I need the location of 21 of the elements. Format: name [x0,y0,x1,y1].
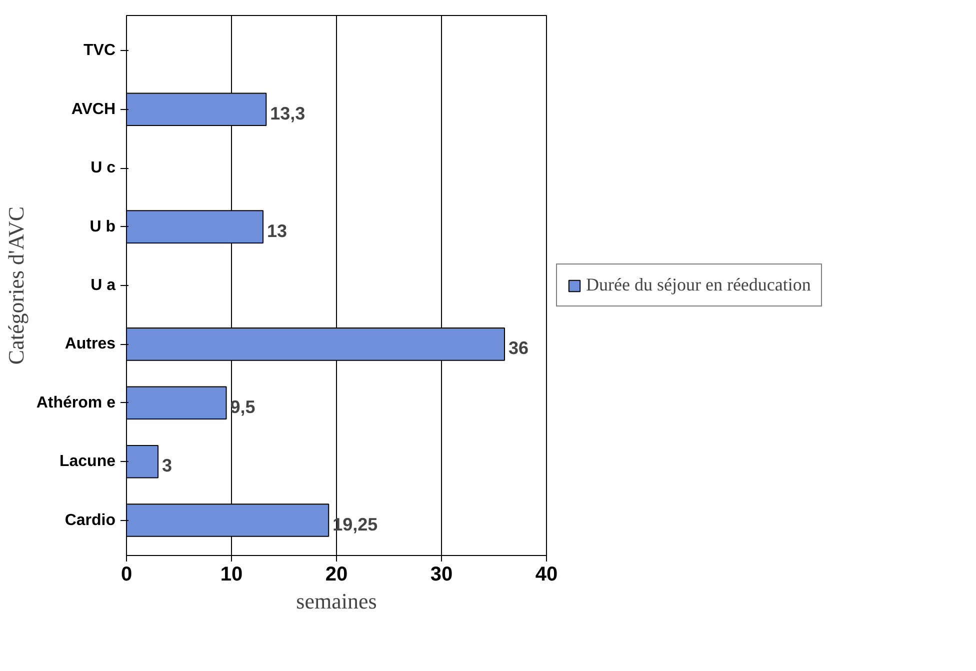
y-tick-label: Lacune [59,453,116,470]
data-label: 36 [508,338,529,358]
y-tick-label: U c [90,160,116,177]
data-label: 3 [162,456,172,476]
y-axis-title: Catégories d'AVC [3,206,28,365]
x-tick-label: 10 [220,564,243,586]
y-tick-label: U b [90,218,116,236]
data-label: 13 [267,220,288,241]
y-tick-label: Autres [64,336,116,353]
y-tick-label: U a [90,277,116,294]
x-axis-title: semaines [296,588,377,614]
data-label: 13,3 [270,103,306,124]
y-tick-label: TVC [84,42,116,60]
x-tick-label: 0 [120,564,132,586]
y-tick-label: Athérom e [36,394,116,412]
x-tick-label: 40 [535,564,558,586]
x-tick-label: 20 [325,564,348,586]
y-tick-label: AVCH [71,100,116,118]
y-tick-label: Cardio [64,512,116,529]
x-tick-label: 30 [430,564,453,586]
legend-label: Durée du séjour en réeducation [586,274,811,296]
